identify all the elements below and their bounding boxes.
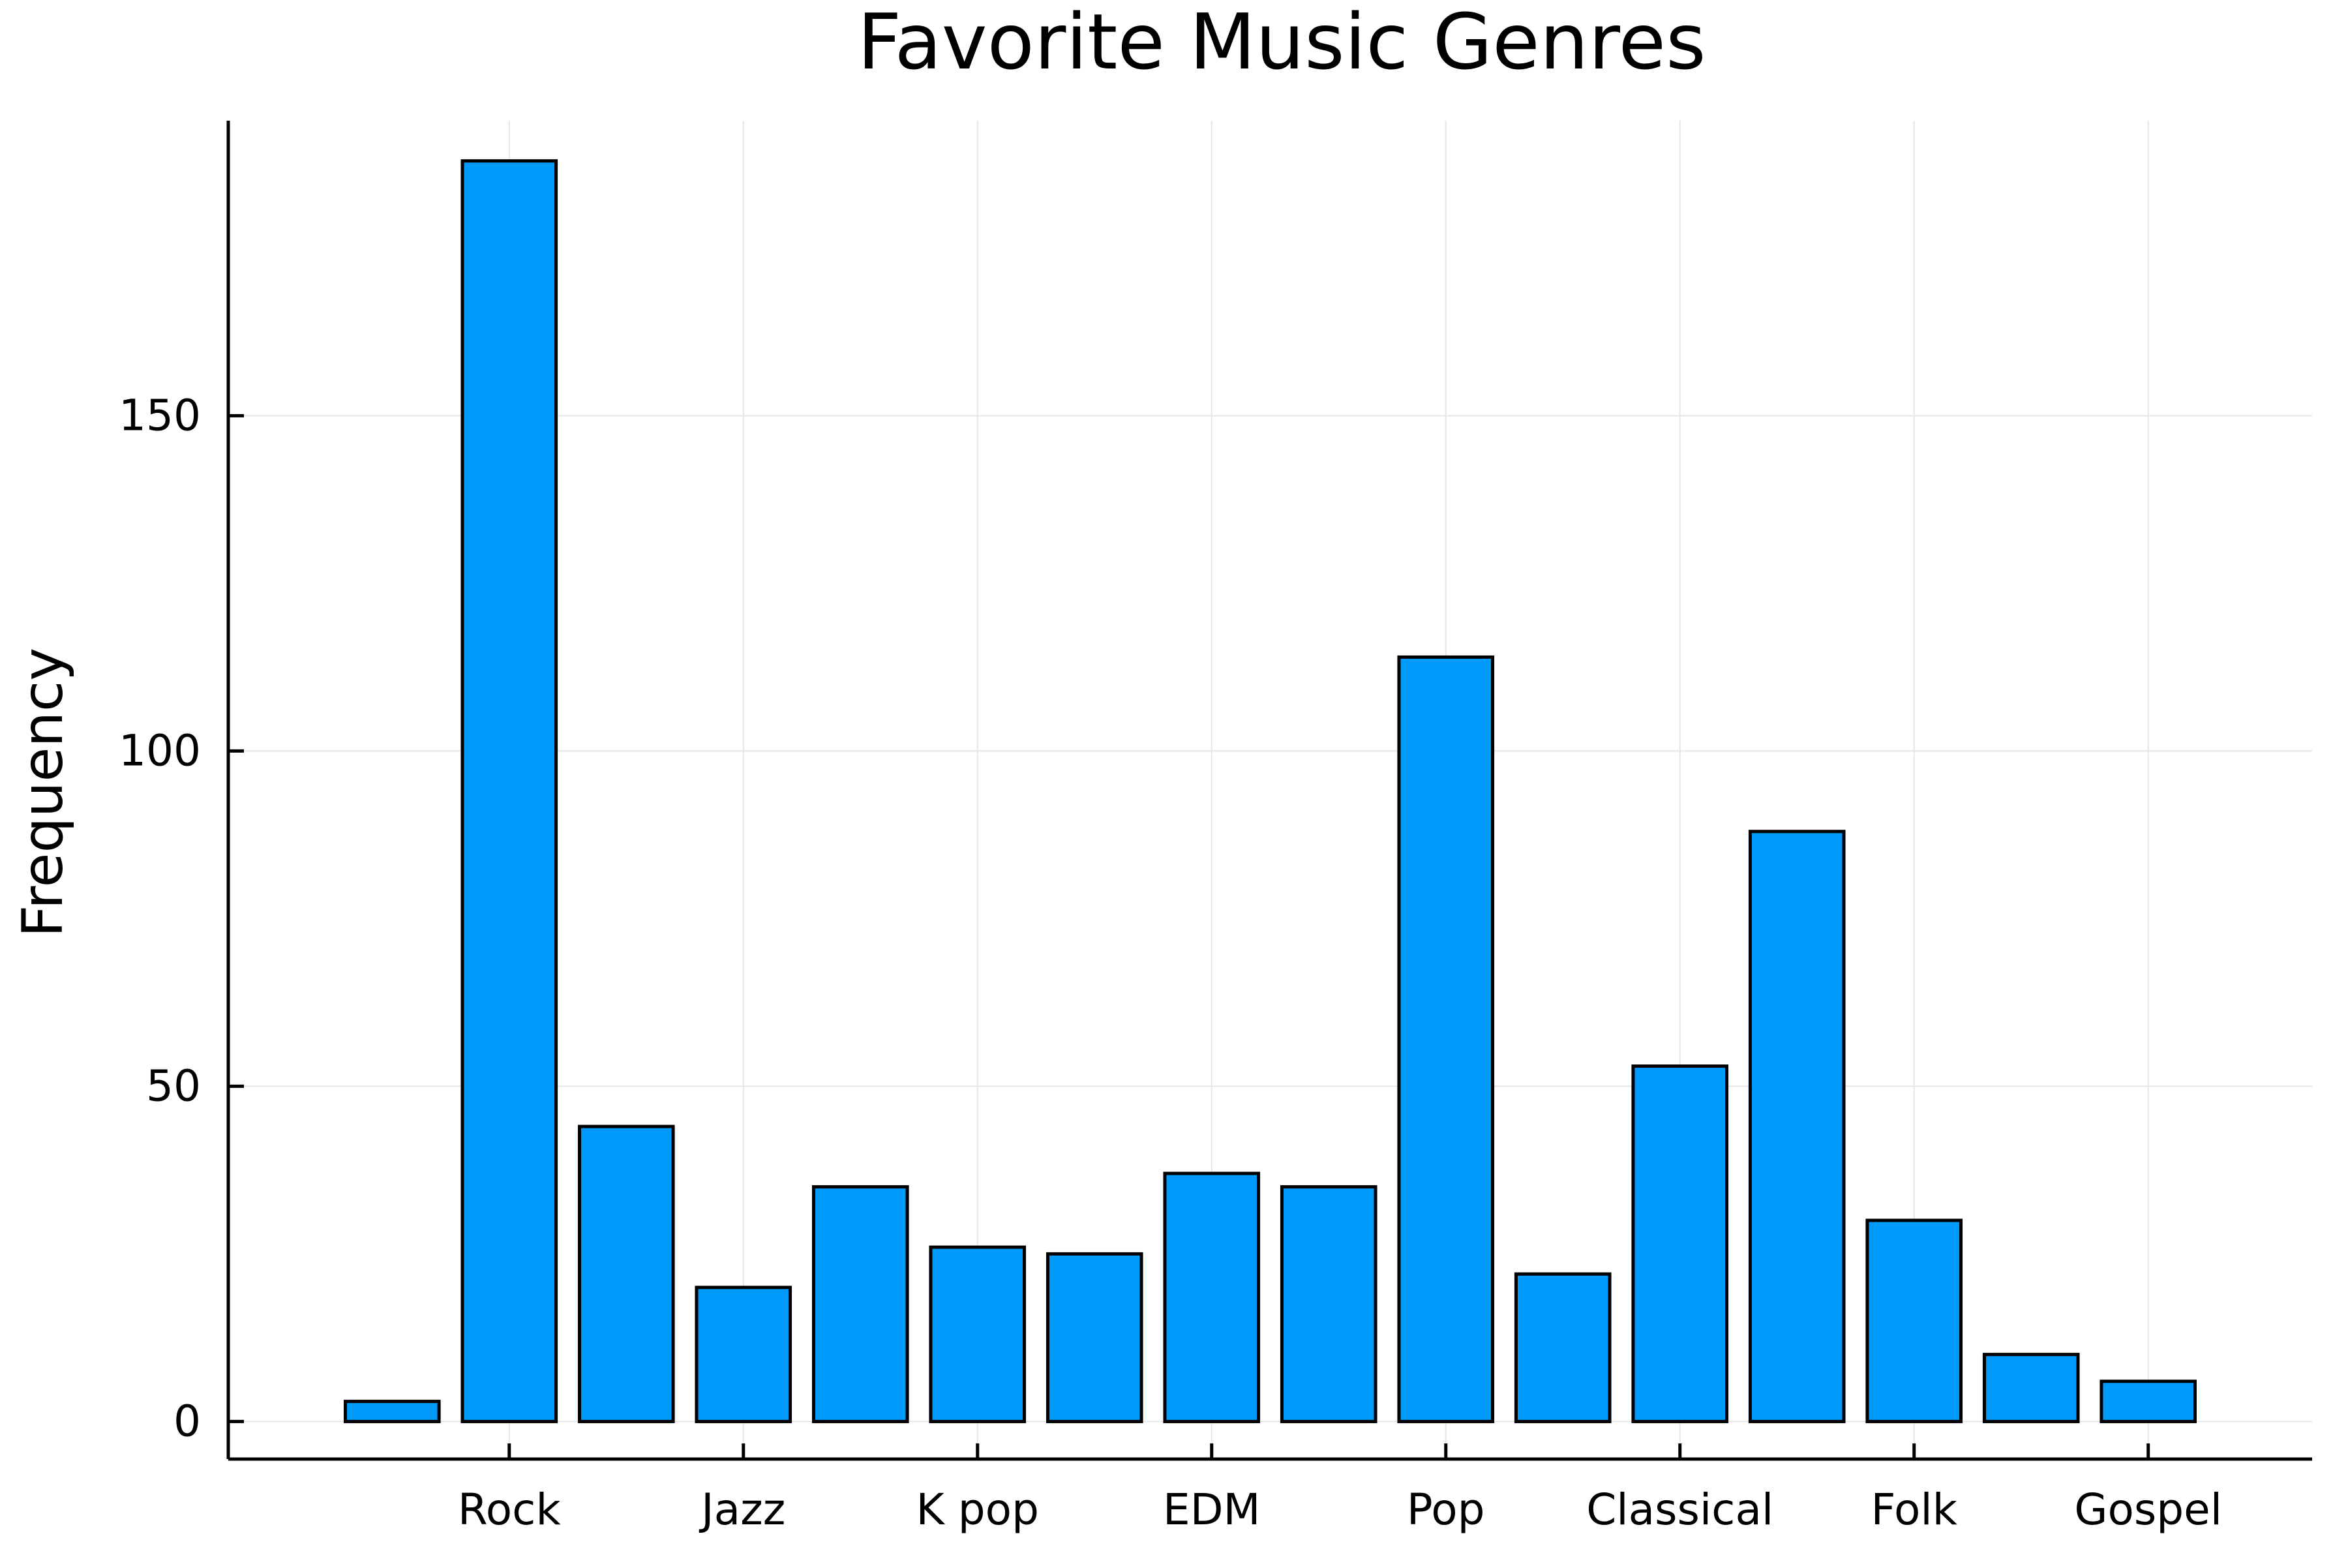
chart-title: Favorite Music Genres xyxy=(857,0,1706,87)
bar xyxy=(1514,1272,1612,1423)
y-tick-label: 100 xyxy=(119,725,201,776)
y-tick-label: 150 xyxy=(119,390,201,440)
bar xyxy=(343,1400,441,1423)
bar xyxy=(1748,830,1846,1423)
x-tick-label: EDM xyxy=(1163,1485,1260,1535)
bar xyxy=(1631,1064,1729,1423)
bar xyxy=(1046,1252,1143,1423)
axes xyxy=(226,121,2312,1461)
x-tick-label: Rock xyxy=(458,1485,562,1535)
bar xyxy=(695,1286,792,1423)
bar xyxy=(577,1124,675,1423)
bar xyxy=(929,1245,1027,1423)
bar xyxy=(1865,1218,1963,1423)
x-tick-label: Gospel xyxy=(2074,1485,2222,1535)
bar xyxy=(1982,1353,2080,1423)
x-tick-label: Pop xyxy=(1407,1485,1485,1535)
bar xyxy=(1397,655,1495,1423)
bar xyxy=(2100,1380,2197,1423)
bar xyxy=(1280,1185,1377,1423)
x-tick-label: Jazz xyxy=(699,1485,785,1535)
y-axis-label: Frequency xyxy=(10,648,76,937)
ticks: 0 50 100 150 Rock Jazz K pop EDM Pop Classical Fol… xyxy=(119,390,2222,1535)
bar xyxy=(460,159,558,1423)
bar xyxy=(811,1185,909,1423)
x-tick-label: K pop xyxy=(916,1485,1039,1535)
bar xyxy=(1163,1171,1261,1423)
x-tick-label: Classical xyxy=(1586,1485,1773,1535)
y-tick-label: 0 xyxy=(173,1396,201,1446)
y-tick-label: 50 xyxy=(146,1061,201,1111)
bars xyxy=(343,159,2197,1423)
x-tick-label: Folk xyxy=(1871,1485,1957,1535)
